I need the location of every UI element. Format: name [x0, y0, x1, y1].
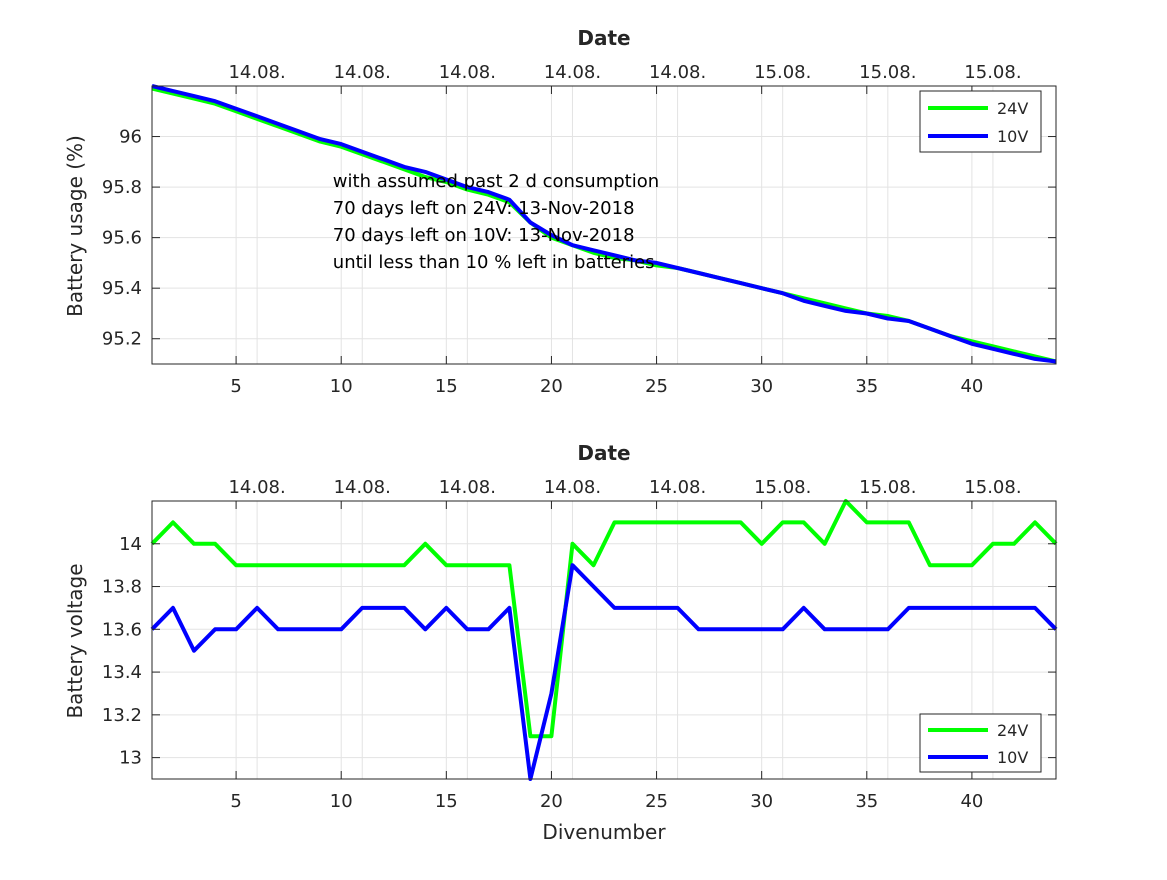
- top-tick-label: 14.08.: [544, 477, 601, 498]
- x-tick-label: 10: [330, 376, 353, 397]
- y-tick-label: 13.4: [102, 662, 142, 683]
- top-tick-label: 15.08.: [964, 477, 1021, 498]
- legend-label-24v: 24V: [997, 99, 1028, 118]
- plot-area: 5 10 15 20 25 30 35 40 14.08. 14.08. 14.08. 14.08. 1…: [102, 62, 1057, 397]
- series-line-24v: [150, 499, 1058, 739]
- x-tick-label: 5: [230, 791, 241, 812]
- top-tick-label: 15.08.: [859, 62, 916, 83]
- battery-voltage-chart: 5 10 15 20 25 30 35 40 14.08. 14.08. 14.08. 14.08. 1…: [63, 441, 1058, 844]
- x-tick-label: 15: [435, 791, 458, 812]
- y-tick-label: 95.8: [102, 177, 142, 198]
- series-line-10v: [151, 84, 1057, 364]
- legend-label-24v: 24V: [997, 721, 1028, 740]
- annotation-line: with assumed past 2 d consumption: [333, 171, 659, 192]
- legend: 24V 10V: [919, 713, 1042, 773]
- y-tick-label: 13.6: [102, 619, 142, 640]
- axes-box: [151, 500, 1057, 780]
- top-tick-label: 15.08.: [859, 477, 916, 498]
- legend: 24V 10V: [919, 90, 1042, 153]
- chart-title: Date: [577, 26, 630, 50]
- top-tick-label: 14.08.: [439, 477, 496, 498]
- y-tick-label: 95.2: [102, 329, 142, 350]
- x-tick-label: 25: [645, 376, 668, 397]
- x-tick-label: 20: [540, 791, 563, 812]
- top-tick-label: 15.08.: [754, 62, 811, 83]
- x-tick-label: 40: [960, 791, 983, 812]
- x-axis-label: Divenumber: [542, 820, 666, 844]
- x-tick-label: 25: [645, 791, 668, 812]
- top-tick-label: 14.08.: [334, 477, 391, 498]
- y-tick-label: 95.4: [102, 278, 142, 299]
- x-tick-label: 40: [960, 376, 983, 397]
- x-tick-label: 15: [435, 376, 458, 397]
- annotation-text: with assumed past 2 d consumption 70 day…: [333, 171, 659, 273]
- top-tick-label: 14.08.: [228, 62, 285, 83]
- annotation-line: 70 days left on 10V: 13-Nov-2018: [333, 225, 635, 246]
- axes-box: [151, 85, 1057, 365]
- top-tick-label: 15.08.: [754, 477, 811, 498]
- top-tick-label: 14.08.: [439, 62, 496, 83]
- plot-area: 5 10 15 20 25 30 35 40 14.08. 14.08. 14.08. 14.08. 1…: [102, 477, 1058, 812]
- top-tick-label: 15.08.: [964, 62, 1021, 83]
- y-axis-label: Battery usage (%): [63, 135, 87, 317]
- top-tick-label: 14.08.: [649, 62, 706, 83]
- x-tick-label: 10: [330, 791, 353, 812]
- legend-label-10v: 10V: [997, 127, 1028, 146]
- y-tick-label: 13: [119, 748, 142, 769]
- legend-box: [919, 713, 1042, 773]
- series-line-10v: [150, 563, 1058, 781]
- x-tick-label: 35: [855, 376, 878, 397]
- chart-title: Date: [577, 441, 630, 465]
- y-tick-label: 96: [119, 127, 142, 148]
- annotation-line: until less than 10 % left in batteries: [333, 252, 655, 273]
- top-tick-label: 14.08.: [228, 477, 285, 498]
- legend-box: [919, 90, 1042, 153]
- x-tick-label: 5: [230, 376, 241, 397]
- top-tick-label: 14.08.: [334, 62, 391, 83]
- y-axis-label: Battery voltage: [63, 563, 87, 718]
- x-tick-label: 30: [750, 376, 773, 397]
- y-tick-label: 14: [119, 534, 142, 555]
- annotation-line: 70 days left on 24V: 13-Nov-2018: [333, 198, 635, 219]
- y-tick-label: 95.6: [102, 228, 142, 249]
- top-tick-label: 14.08.: [649, 477, 706, 498]
- y-tick-label: 13.8: [102, 577, 142, 598]
- legend-label-10v: 10V: [997, 748, 1028, 767]
- x-tick-label: 35: [855, 791, 878, 812]
- x-tick-label: 30: [750, 791, 773, 812]
- battery-usage-chart: 5 10 15 20 25 30 35 40 14.08. 14.08. 14.08. 14.08. 1…: [63, 26, 1057, 397]
- x-tick-label: 20: [540, 376, 563, 397]
- top-tick-label: 14.08.: [544, 62, 601, 83]
- y-tick-label: 13.2: [102, 705, 142, 726]
